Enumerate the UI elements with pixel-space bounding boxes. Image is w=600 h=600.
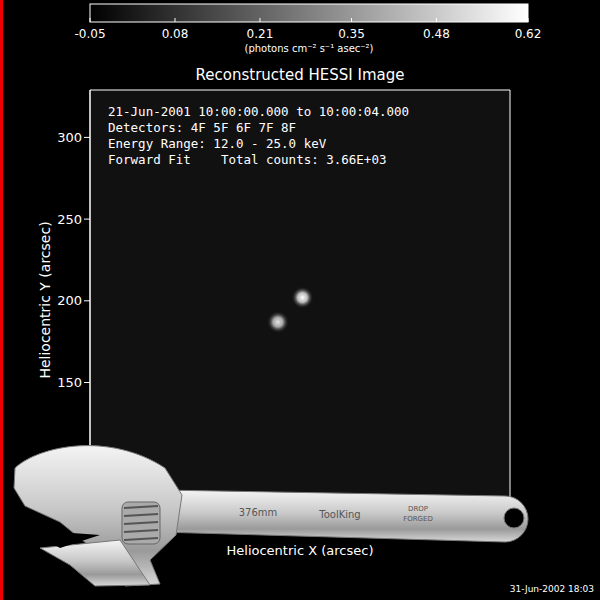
svg-text:300: 300 — [57, 130, 82, 145]
svg-text:150: 150 — [57, 375, 82, 390]
svg-text:ToolKing: ToolKing — [318, 509, 360, 520]
svg-text:0.48: 0.48 — [423, 27, 450, 41]
html-text:Heliocentric Y (arcsec): Heliocentric Y (arcsec) — [37, 221, 53, 379]
svg-text:0.08: 0.08 — [162, 27, 189, 41]
html-text:Forward Fit Total counts: 3.66: Forward Fit Total counts: 3.66E+03 — [108, 152, 387, 167]
svg-text:0.21: 0.21 — [247, 27, 274, 41]
html-text:Reconstructed HESSI Image: Reconstructed HESSI Image — [195, 66, 405, 84]
svg-text:(photons cm⁻² s⁻¹ asec⁻²): (photons cm⁻² s⁻¹ asec⁻²) — [244, 43, 373, 54]
svg-text:200: 200 — [57, 293, 82, 308]
svg-text:-0.05: -0.05 — [74, 27, 105, 41]
svg-text:DROP: DROP — [408, 505, 428, 513]
svg-text:250: 250 — [57, 212, 82, 227]
html-text:31-Jun-2002 18:03: 31-Jun-2002 18:03 — [509, 584, 594, 594]
svg-text:0.35: 0.35 — [338, 27, 365, 41]
svg-text:FORGED: FORGED — [403, 515, 433, 523]
html-text:Energy Range: 12.0 - 25.0 keV: Energy Range: 12.0 - 25.0 keV — [108, 136, 327, 151]
html-text:Detectors: 4F 5F 6F 7F 8F: Detectors: 4F 5F 6F 7F 8F — [108, 120, 297, 135]
svg-text:0.62: 0.62 — [515, 27, 542, 41]
svg-text:376mm: 376mm — [239, 507, 278, 518]
html-text:21-Jun-2001 10:00:00.000 to 10: 21-Jun-2001 10:00:00.000 to 10:00:04.000 — [108, 104, 409, 119]
html-text:Heliocentric X (arcsec): Heliocentric X (arcsec) — [226, 543, 374, 558]
